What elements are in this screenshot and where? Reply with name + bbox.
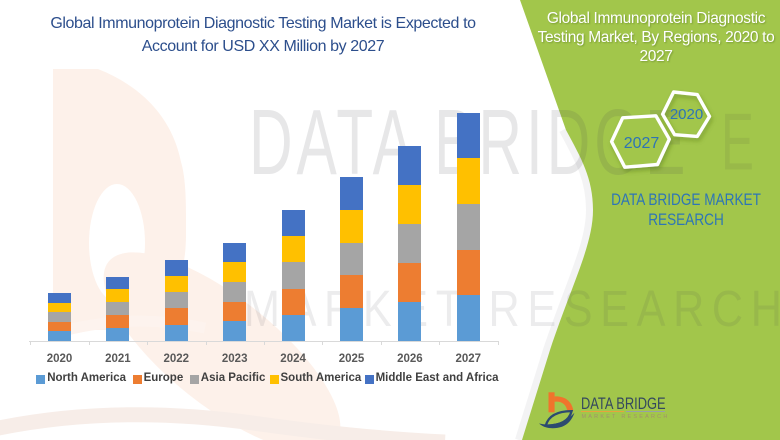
svg-text:MARKET RESEARCH: MARKET RESEARCH bbox=[244, 281, 780, 338]
svg-text:2027: 2027 bbox=[624, 135, 660, 152]
svg-text:E: E bbox=[721, 97, 754, 188]
svg-text:2020: 2020 bbox=[670, 106, 703, 123]
